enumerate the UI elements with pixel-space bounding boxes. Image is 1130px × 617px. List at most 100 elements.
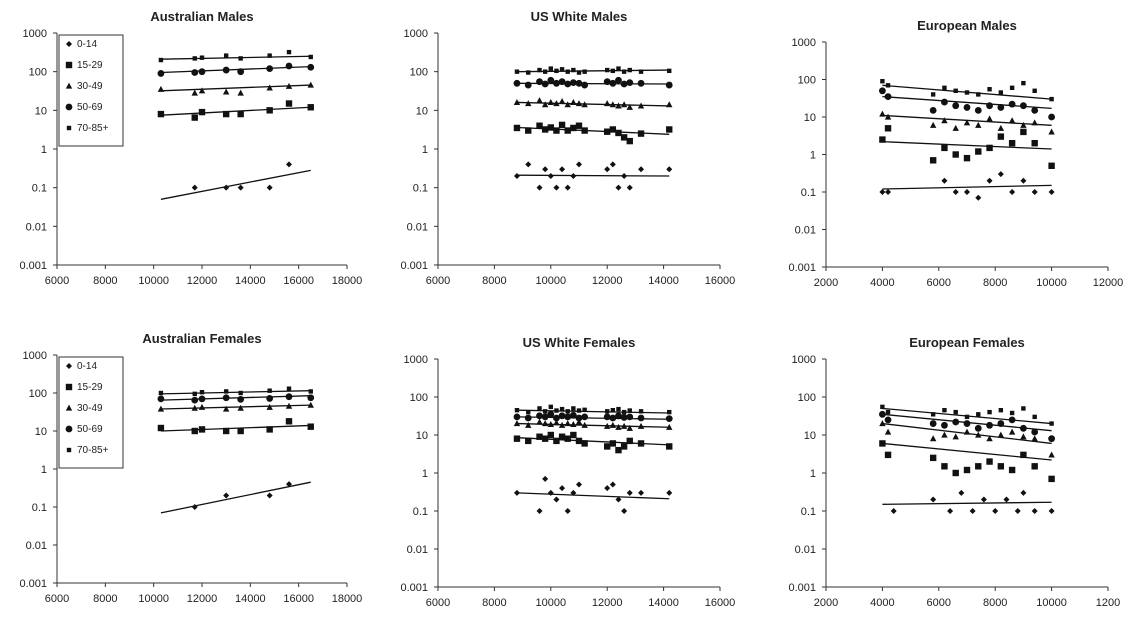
data-point bbox=[986, 421, 993, 429]
data-point bbox=[975, 431, 982, 438]
data-point bbox=[571, 406, 576, 411]
data-point bbox=[1009, 189, 1016, 195]
data-point bbox=[559, 406, 565, 412]
series-group-2 bbox=[879, 125, 1055, 169]
legend-marker bbox=[65, 404, 73, 411]
x-tick-label: 10000 bbox=[1036, 277, 1067, 289]
data-point bbox=[285, 82, 293, 89]
data-point bbox=[879, 189, 886, 195]
data-point bbox=[1031, 140, 1038, 147]
data-point bbox=[541, 101, 549, 108]
data-point bbox=[576, 481, 582, 488]
series-50-69 bbox=[157, 393, 315, 404]
data-point bbox=[638, 489, 645, 496]
chart-eu-males: European Males 0.001 0.01 0.1 1 10 100 1000 2000… bbox=[788, 18, 1123, 289]
data-point bbox=[964, 90, 970, 95]
data-point bbox=[975, 148, 982, 155]
data-point bbox=[158, 57, 164, 63]
series-15-29 bbox=[157, 418, 314, 435]
y-tick-label: 1 bbox=[810, 468, 816, 480]
legend-marker bbox=[65, 61, 73, 69]
legend: 0-14 15-29 30-49 50-69 70-85+ bbox=[58, 356, 124, 469]
data-point bbox=[576, 408, 582, 413]
y-tick-label: 10 bbox=[35, 426, 47, 438]
data-point bbox=[564, 435, 571, 442]
data-point bbox=[609, 101, 617, 108]
data-point bbox=[616, 406, 621, 412]
trend-line bbox=[516, 69, 670, 73]
data-point bbox=[191, 69, 199, 76]
data-point bbox=[536, 508, 543, 514]
data-point bbox=[191, 396, 199, 404]
series-group-4 bbox=[879, 410, 1055, 443]
data-point bbox=[198, 395, 206, 403]
x-tick-label: 18000 bbox=[332, 593, 363, 605]
y-tick-label: 1 bbox=[422, 144, 428, 156]
y-tick-label: 0.01 bbox=[407, 221, 428, 233]
data-point bbox=[223, 492, 230, 499]
data-point bbox=[953, 88, 958, 93]
data-point bbox=[952, 189, 959, 195]
series-15-29 bbox=[157, 100, 314, 121]
data-point bbox=[157, 424, 165, 432]
data-point bbox=[666, 101, 673, 108]
data-point bbox=[941, 421, 948, 429]
data-point bbox=[952, 418, 960, 426]
data-point bbox=[1048, 113, 1055, 121]
data-point bbox=[1014, 508, 1021, 514]
data-point bbox=[947, 508, 954, 514]
data-point bbox=[198, 403, 206, 410]
data-point bbox=[667, 68, 672, 74]
data-point bbox=[564, 508, 571, 514]
data-point bbox=[514, 407, 520, 413]
data-point bbox=[308, 389, 313, 394]
data-point bbox=[553, 437, 560, 445]
y-tick-label: 0.01 bbox=[26, 540, 47, 552]
data-point bbox=[266, 107, 273, 114]
y-tick-label: 0.1 bbox=[32, 183, 47, 195]
data-point bbox=[524, 414, 532, 422]
data-point bbox=[1021, 406, 1026, 411]
data-point bbox=[1009, 85, 1015, 91]
x-tick-label: 16000 bbox=[705, 275, 736, 287]
data-point bbox=[1008, 117, 1016, 124]
data-point bbox=[582, 407, 587, 413]
data-point bbox=[513, 173, 520, 180]
y-tick-label: 0.1 bbox=[801, 187, 816, 199]
data-point bbox=[637, 414, 645, 422]
chart-title: US White Males bbox=[531, 9, 628, 24]
data-point bbox=[570, 173, 577, 180]
trend-line bbox=[160, 404, 311, 410]
data-point bbox=[666, 126, 673, 133]
series-30-49 bbox=[157, 401, 314, 412]
chart-eu-females: European Females 0.001 0.01 0.1 1 10 100 1000 20… bbox=[788, 335, 1120, 609]
data-point bbox=[223, 53, 229, 58]
data-point bbox=[963, 466, 971, 474]
data-point bbox=[941, 177, 948, 184]
data-point bbox=[576, 70, 582, 75]
data-point bbox=[930, 412, 936, 417]
data-point bbox=[266, 426, 273, 433]
y-tick-label: 1000 bbox=[404, 354, 428, 366]
data-point bbox=[541, 420, 549, 427]
data-point bbox=[581, 440, 588, 447]
data-point bbox=[615, 423, 622, 430]
data-point bbox=[615, 76, 622, 84]
legend-marker bbox=[66, 125, 72, 131]
data-point bbox=[570, 421, 577, 428]
data-point bbox=[238, 56, 243, 61]
data-point bbox=[558, 121, 566, 129]
data-point bbox=[964, 414, 970, 420]
legend-label: 50-69 bbox=[77, 102, 103, 113]
data-point bbox=[1048, 162, 1055, 169]
data-point bbox=[238, 390, 243, 396]
legend-label: 15-29 bbox=[77, 60, 103, 71]
data-point bbox=[157, 395, 165, 403]
trend-line bbox=[160, 65, 311, 74]
data-point bbox=[626, 137, 633, 145]
chart-title: Australian Males bbox=[150, 9, 253, 24]
data-point bbox=[553, 414, 560, 422]
chart-title: Australian Females bbox=[142, 331, 261, 346]
data-point bbox=[884, 125, 892, 132]
